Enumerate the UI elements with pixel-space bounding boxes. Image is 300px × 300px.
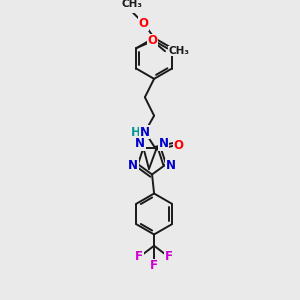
Text: F: F: [135, 250, 143, 263]
Text: F: F: [165, 250, 173, 263]
Text: H: H: [131, 126, 141, 139]
Text: N: N: [166, 159, 176, 172]
Text: N: N: [128, 159, 138, 172]
Text: O: O: [139, 17, 149, 30]
Text: CH₃: CH₃: [121, 0, 142, 9]
Text: N: N: [140, 126, 150, 139]
Text: F: F: [150, 259, 158, 272]
Text: N: N: [135, 137, 146, 150]
Text: CH₃: CH₃: [168, 46, 189, 56]
Text: O: O: [148, 34, 158, 47]
Text: O: O: [174, 139, 184, 152]
Text: N: N: [159, 137, 169, 150]
